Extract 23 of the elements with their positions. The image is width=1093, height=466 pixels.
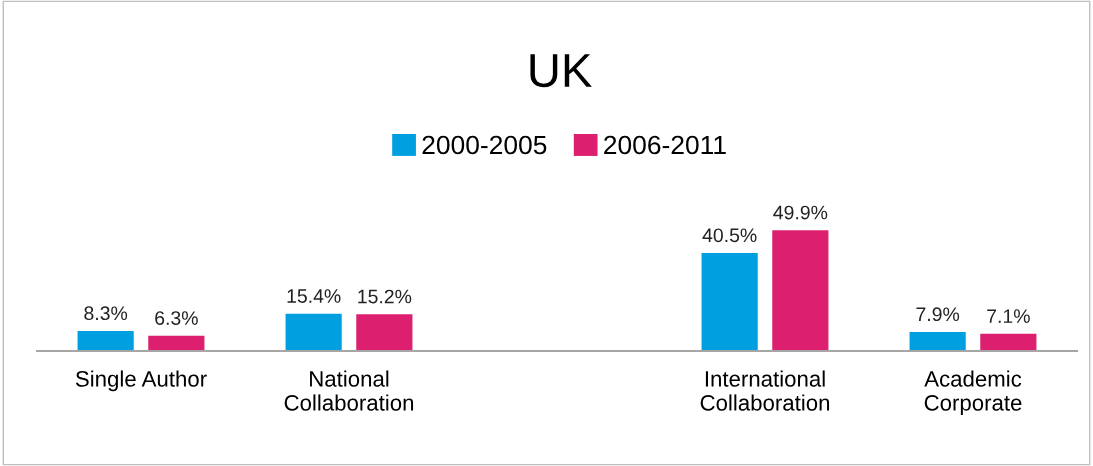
bar	[356, 314, 413, 351]
x-tick-label: Academic Corporate	[924, 370, 1022, 416]
data-label: 15.4%	[287, 289, 341, 303]
data-label: 6.3%	[155, 311, 198, 325]
x-tick-label: Single Author	[75, 370, 207, 392]
data-label: 7.1%	[987, 309, 1030, 323]
bar	[701, 252, 758, 351]
data-label: 49.9%	[773, 205, 828, 220]
data-label: 8.3%	[84, 306, 128, 321]
legend-label: 2000-2005	[422, 135, 547, 155]
bar	[77, 330, 134, 351]
x-tick-label: National Collaboration	[284, 370, 414, 411]
data-label: 7.9%	[916, 307, 960, 322]
bar	[909, 331, 966, 351]
bar	[772, 230, 829, 351]
data-label: 40.5%	[702, 228, 757, 243]
legend-label: 2006-2011	[604, 135, 726, 155]
chart-title: UK	[530, 54, 592, 88]
x-tick-label: International Collaboration	[700, 370, 830, 411]
bar	[148, 335, 205, 351]
bar	[980, 333, 1037, 351]
data-label: 15.2%	[358, 289, 412, 304]
bar	[285, 313, 342, 351]
